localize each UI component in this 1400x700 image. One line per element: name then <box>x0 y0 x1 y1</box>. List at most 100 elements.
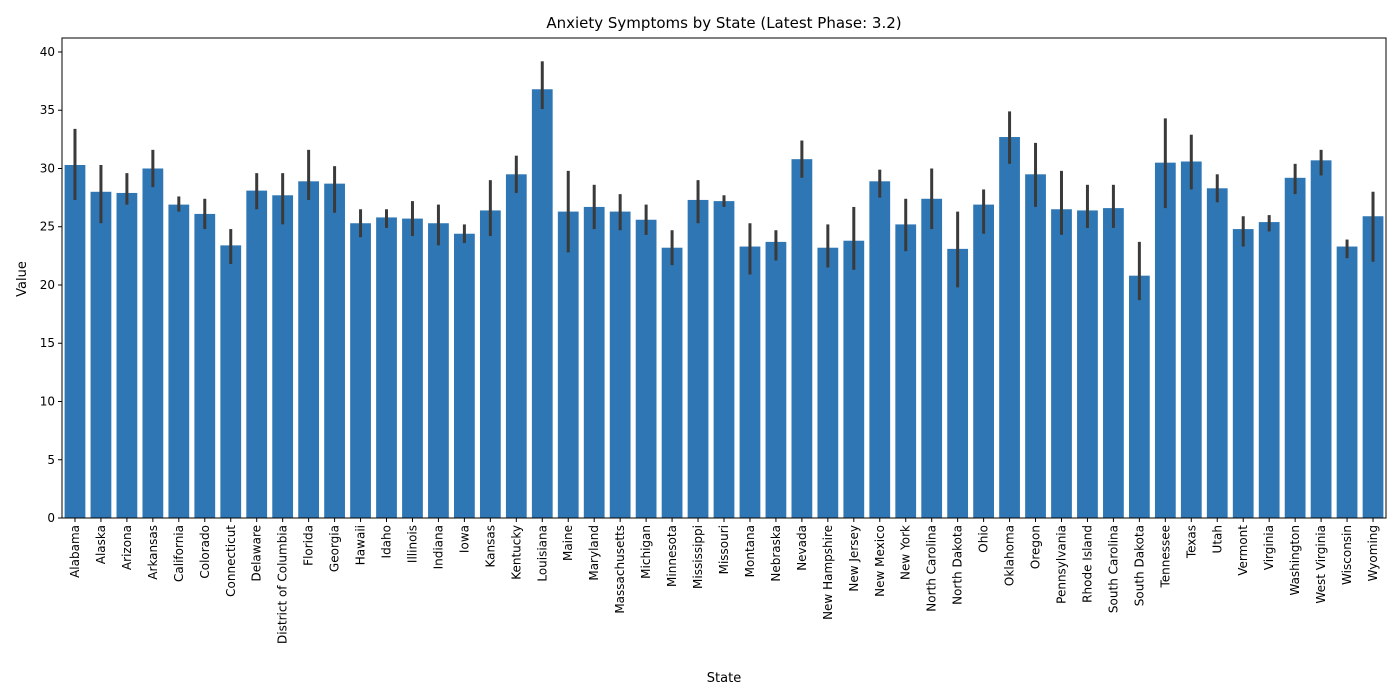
x-tick-label: Texas <box>1184 525 1198 559</box>
x-tick-label: Oklahoma <box>1003 525 1017 586</box>
x-tick-label: New York <box>899 525 913 580</box>
bar-hawaii <box>350 223 371 519</box>
x-tick-label: North Dakota <box>951 525 965 605</box>
x-tick-label: Vermont <box>1236 525 1250 576</box>
x-tick-label: California <box>172 525 186 582</box>
x-tick-label: South Dakota <box>1132 525 1146 606</box>
x-tick-label: New Hampshire <box>821 525 835 620</box>
x-tick-label: District of Columbia <box>276 525 290 644</box>
bar-south-carolina <box>1103 208 1124 518</box>
x-tick-label: Ohio <box>977 525 991 553</box>
x-tick-label: Washington <box>1288 525 1302 596</box>
bar-illinois <box>402 218 423 518</box>
x-tick-label: Maine <box>561 525 575 561</box>
y-tick-label: 20 <box>40 278 55 292</box>
bar-connecticut <box>220 245 242 518</box>
x-tick-label: Alaska <box>94 525 108 564</box>
plot-area <box>61 37 1387 519</box>
x-tick-label: Iowa <box>457 525 471 553</box>
bar-oklahoma <box>999 137 1020 518</box>
bar-colorado <box>194 213 216 519</box>
x-tick-label: West Virginia <box>1314 525 1328 604</box>
y-tick-label: 5 <box>47 453 55 467</box>
x-tick-label: Kentucky <box>509 525 523 580</box>
bar-west-virginia <box>1310 160 1332 518</box>
bar-california <box>168 204 190 518</box>
bar-alaska <box>90 191 112 519</box>
x-tick-label: Pennsylvania <box>1054 525 1068 604</box>
bar-montana <box>739 246 761 519</box>
x-tick-label: Utah <box>1210 525 1224 553</box>
x-tick-label: Mississippi <box>691 525 705 589</box>
x-tick-label: Georgia <box>328 525 342 572</box>
bar-missouri <box>713 201 735 519</box>
chart-title: Anxiety Symptoms by State (Latest Phase:… <box>546 14 901 32</box>
bar-maine <box>557 211 579 518</box>
x-tick-label: Idaho <box>380 525 394 558</box>
x-tick-label: Arizona <box>120 525 134 570</box>
bar-district-of-columbia <box>272 195 294 518</box>
x-axis: Alabama Alaska Arizona Arkansas California Co… <box>68 518 1380 644</box>
x-tick-label: Alabama <box>68 525 82 578</box>
bar-wyoming <box>1362 216 1384 518</box>
bar-alabama <box>64 164 86 519</box>
x-tick-label: Rhode Island <box>1080 525 1094 603</box>
x-tick-label: Michigan <box>639 525 653 579</box>
x-tick-label: Massachusetts <box>613 525 627 614</box>
y-axis-title: Value <box>15 261 30 297</box>
bar-ohio <box>973 204 994 518</box>
x-axis-title: State <box>707 671 741 686</box>
bar-georgia <box>324 183 345 518</box>
bar-washington <box>1284 177 1306 518</box>
y-axis: 0 5 10 15 20 25 30 35 40 <box>40 45 62 525</box>
y-tick-label: 10 <box>40 395 55 409</box>
bar-new-jersey <box>843 240 865 518</box>
bar-minnesota <box>661 247 683 518</box>
x-tick-label: Virginia <box>1262 525 1276 570</box>
bar-north-dakota <box>947 248 969 518</box>
bar-new-hampshire <box>817 247 839 518</box>
bar-massachusetts <box>609 211 631 518</box>
x-tick-label: Missouri <box>717 525 731 574</box>
x-tick-label: Connecticut <box>224 525 238 597</box>
bar-tennessee <box>1154 162 1176 518</box>
bar-vermont <box>1232 229 1254 518</box>
x-tick-label: Minnesota <box>665 525 679 587</box>
y-tick-label: 40 <box>40 45 55 59</box>
bar-texas <box>1180 161 1202 518</box>
x-tick-label: Maryland <box>587 525 601 581</box>
x-tick-label: Oregon <box>1029 525 1043 569</box>
bar-new-mexico <box>869 181 891 519</box>
y-tick-label: 15 <box>40 336 55 350</box>
x-tick-label: Tennessee <box>1158 525 1172 589</box>
bar-arkansas <box>142 168 164 519</box>
y-tick-label: 35 <box>40 103 55 117</box>
bar-michigan <box>635 219 657 518</box>
x-tick-label: Wyoming <box>1366 525 1380 581</box>
x-tick-label: Kansas <box>483 525 497 567</box>
bar-pennsylvania <box>1051 209 1072 518</box>
bar-nevada <box>791 159 813 519</box>
x-tick-label: South Carolina <box>1106 525 1120 613</box>
bar-nebraska <box>765 241 787 518</box>
bar-new-york <box>895 224 917 518</box>
bar-rhode-island <box>1077 210 1098 518</box>
x-tick-label: Colorado <box>198 525 212 579</box>
x-tick-label: Indiana <box>431 525 445 569</box>
bar-oregon <box>1025 174 1046 518</box>
bar-louisiana <box>531 89 553 518</box>
bar-delaware <box>246 190 268 518</box>
y-tick-label: 25 <box>40 220 55 234</box>
x-tick-label: North Carolina <box>925 525 939 612</box>
x-tick-label: Delaware <box>250 525 264 582</box>
y-tick-label: 30 <box>40 161 55 175</box>
x-tick-label: Florida <box>302 525 316 566</box>
y-tick-label: 0 <box>47 511 55 525</box>
bar-florida <box>298 181 320 519</box>
bar-wisconsin <box>1336 246 1358 519</box>
x-tick-label: Arkansas <box>146 525 160 580</box>
bar-mississippi <box>687 199 709 518</box>
x-tick-label: Hawaii <box>354 525 368 565</box>
bar-kentucky <box>505 174 527 518</box>
